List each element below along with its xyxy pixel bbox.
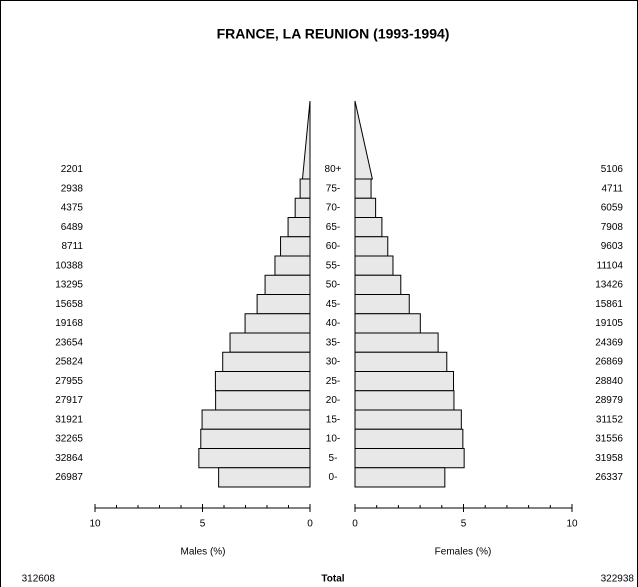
bar bbox=[354, 274, 402, 295]
bar bbox=[287, 217, 311, 238]
male-count: 2938 bbox=[61, 183, 84, 194]
bar bbox=[201, 409, 311, 430]
age-label: 30- bbox=[326, 357, 340, 368]
female-count: 31958 bbox=[595, 453, 623, 464]
female-count: 13426 bbox=[595, 280, 623, 291]
bar bbox=[299, 178, 311, 199]
male-count: 2201 bbox=[61, 164, 84, 175]
male-count: 27955 bbox=[55, 376, 83, 387]
x-tick-label: 0 bbox=[307, 519, 313, 530]
x-tick-label: 5 bbox=[200, 519, 206, 530]
total-label: Total bbox=[321, 574, 344, 585]
bar bbox=[198, 448, 311, 469]
female-count: 24369 bbox=[595, 337, 623, 348]
age-label: 75- bbox=[326, 183, 340, 194]
age-label: 40- bbox=[326, 318, 340, 329]
bar bbox=[354, 428, 464, 449]
female-count: 26869 bbox=[595, 357, 623, 368]
bar bbox=[244, 313, 311, 334]
age-label: 45- bbox=[326, 299, 340, 310]
bar bbox=[354, 197, 377, 218]
bar bbox=[214, 371, 311, 392]
bar bbox=[354, 371, 455, 392]
bar bbox=[354, 236, 389, 257]
x-tick-label: 5 bbox=[461, 519, 467, 530]
male-count: 27917 bbox=[55, 395, 83, 406]
age-label: 50- bbox=[326, 280, 340, 291]
male-count: 19168 bbox=[55, 318, 83, 329]
x-tick-label: 0 bbox=[352, 519, 358, 530]
male-count: 13295 bbox=[55, 280, 83, 291]
female-count: 31556 bbox=[595, 434, 623, 445]
bar bbox=[354, 294, 410, 315]
male-count: 6489 bbox=[61, 222, 84, 233]
female-count: 26337 bbox=[595, 472, 623, 483]
age-label: 5- bbox=[329, 453, 338, 464]
bar bbox=[354, 217, 383, 238]
bar bbox=[222, 351, 311, 372]
male-count: 23654 bbox=[55, 337, 83, 348]
age-label: 65- bbox=[326, 222, 340, 233]
male-count: 26987 bbox=[55, 472, 83, 483]
bar bbox=[215, 390, 311, 411]
female-count: 15861 bbox=[595, 299, 623, 310]
female-count: 11104 bbox=[597, 260, 624, 271]
male-count: 10388 bbox=[55, 260, 83, 271]
bar bbox=[354, 390, 455, 411]
female-count: 9603 bbox=[601, 241, 624, 252]
bar bbox=[354, 313, 421, 334]
bar bbox=[354, 351, 448, 372]
male-total: 312608 bbox=[22, 574, 56, 585]
bar bbox=[354, 332, 439, 353]
female-count: 5106 bbox=[601, 164, 624, 175]
bar bbox=[354, 409, 462, 430]
age-label: 10- bbox=[326, 434, 340, 445]
x-tick-label: 10 bbox=[566, 519, 578, 530]
bar bbox=[264, 274, 311, 295]
male-count: 32265 bbox=[55, 434, 83, 445]
age-label: 55- bbox=[326, 260, 340, 271]
bar bbox=[354, 448, 465, 469]
male-count: 32864 bbox=[55, 453, 83, 464]
male-count: 4375 bbox=[61, 203, 84, 214]
bar bbox=[354, 178, 372, 199]
age-label: 35- bbox=[326, 337, 340, 348]
bar bbox=[274, 255, 311, 276]
male-count: 25824 bbox=[55, 357, 83, 368]
age-label: 0- bbox=[329, 472, 338, 483]
female-count: 28840 bbox=[595, 376, 623, 387]
x-tick-label: 10 bbox=[89, 519, 101, 530]
female-count: 7908 bbox=[601, 222, 624, 233]
age-label: 25- bbox=[326, 376, 340, 387]
age-label: 20- bbox=[326, 395, 340, 406]
bar bbox=[200, 428, 311, 449]
female-count: 19105 bbox=[595, 318, 623, 329]
bar bbox=[354, 467, 446, 488]
bar bbox=[294, 197, 311, 218]
age-label: 60- bbox=[326, 241, 340, 252]
bar bbox=[256, 294, 311, 315]
female-total: 322938 bbox=[601, 574, 635, 585]
axis-label: Females (%) bbox=[435, 547, 492, 558]
age-label: 15- bbox=[326, 414, 340, 425]
axis-label: Males (%) bbox=[180, 547, 225, 558]
male-count: 8711 bbox=[61, 241, 83, 252]
bar bbox=[354, 255, 394, 276]
bar bbox=[280, 236, 311, 257]
age-label: 80+ bbox=[325, 164, 342, 175]
age-label: 70- bbox=[326, 203, 340, 214]
bar bbox=[229, 332, 311, 353]
female-count: 6059 bbox=[601, 203, 624, 214]
bar bbox=[218, 467, 311, 488]
male-count: 31921 bbox=[55, 414, 83, 425]
chart-title: FRANCE, LA REUNION (1993-1994) bbox=[217, 26, 450, 42]
female-count: 28979 bbox=[595, 395, 623, 406]
female-count: 4711 bbox=[601, 183, 623, 194]
male-count: 15658 bbox=[55, 299, 83, 310]
female-count: 31152 bbox=[596, 414, 624, 425]
